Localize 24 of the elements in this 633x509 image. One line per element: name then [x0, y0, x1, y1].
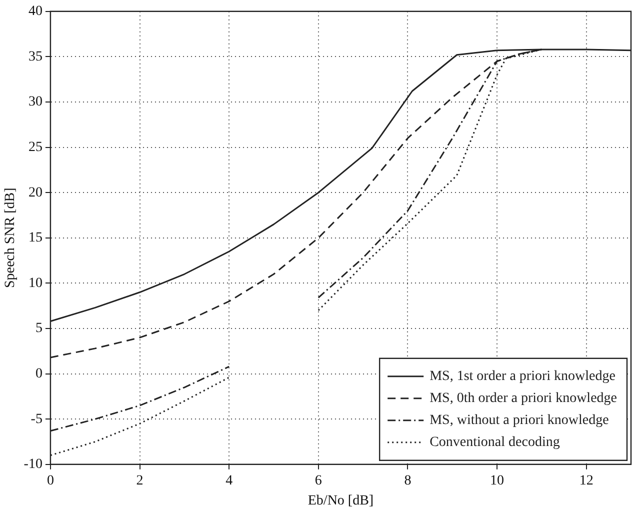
x-tick-label: 12: [579, 473, 594, 488]
y-tick-label: 5: [35, 321, 42, 336]
y-axis-title: Speech SNR [dB]: [3, 188, 18, 288]
legend-label: Conventional decoding: [430, 435, 560, 450]
y-tick-label: 35: [28, 49, 42, 64]
y-tick-label: 40: [28, 4, 42, 20]
y-tick-label: 0: [35, 366, 42, 382]
legend-label: MS, without a priori knowledge: [430, 413, 609, 428]
y-tick-label: -10: [24, 457, 42, 472]
y-tick-label: 15: [28, 230, 42, 246]
x-tick-label: 4: [226, 473, 233, 488]
x-tick-label: 10: [490, 473, 504, 488]
y-tick-label: 25: [28, 140, 42, 155]
legend-label: MS, 1st order a priori knowledge: [430, 369, 616, 384]
y-tick-label: 30: [28, 94, 42, 110]
x-tick-label: 2: [136, 473, 144, 488]
x-tick-label: 8: [404, 473, 412, 488]
y-tick-label: 20: [28, 185, 42, 200]
x-tick-label: 0: [46, 473, 54, 488]
x-tick-label: 6: [314, 473, 322, 488]
legend-label: MS, 0th order a priori knowledge: [430, 391, 618, 406]
y-tick-label: -5: [30, 412, 42, 427]
x-axis-title: Eb/No [dB]: [308, 493, 374, 508]
y-tick-label: 10: [28, 276, 42, 291]
